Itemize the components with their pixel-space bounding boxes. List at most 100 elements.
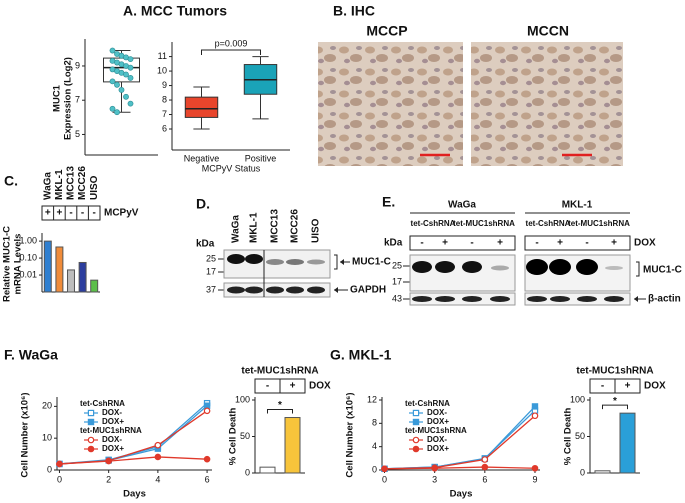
- lane-label: MCC13: [270, 209, 281, 243]
- data-point: [127, 100, 134, 107]
- y-tick-label: 11: [158, 51, 167, 61]
- x-tick-label: 6: [482, 474, 487, 484]
- bar: [90, 279, 99, 293]
- x-tick-label: 0: [57, 474, 62, 484]
- panel-label: E.: [382, 194, 395, 210]
- legend-group: tet-CshRNA: [405, 399, 450, 408]
- sign-row: [254, 378, 306, 394]
- data-point: [531, 412, 539, 420]
- annotation: p=0.009: [215, 38, 248, 48]
- x-tick-label: Positive: [245, 153, 277, 163]
- x-axis-label: MCPyV Status: [202, 163, 261, 173]
- ihc-label: MCCP: [366, 23, 407, 39]
- legend-marker: [412, 409, 420, 417]
- bar: [78, 261, 87, 293]
- panel-title: B. IHC: [333, 3, 375, 19]
- lane-label: MCC26: [290, 209, 301, 243]
- legend-marker: [412, 436, 420, 444]
- ihc-image: [471, 42, 623, 166]
- y-axis-label: MUC1: [52, 84, 63, 112]
- kda-label: kDa: [196, 239, 215, 250]
- y-tick-label: 50: [575, 431, 585, 441]
- row-label: DOX: [644, 381, 666, 392]
- data-point: [127, 75, 134, 81]
- sign: +: [56, 208, 62, 219]
- sign: -: [69, 208, 72, 219]
- blot-e: WaGa MKL-1 tet-CshRNA tet-MUC1shRNA tet-…: [384, 200, 682, 306]
- x-tick-label: 0: [382, 474, 387, 484]
- x-tick-label: 2: [106, 474, 111, 484]
- y-axis-label: Expression (Log2): [63, 57, 74, 140]
- series-line: [384, 410, 536, 470]
- significance-bracket: [267, 409, 293, 414]
- y-tick-label: 7: [162, 109, 167, 119]
- y-tick-label: 50: [240, 431, 250, 441]
- y-tick-label: 0: [47, 464, 52, 474]
- dox-sign: -: [470, 238, 473, 249]
- legend-marker: [87, 418, 95, 426]
- x-axis-label: Days: [123, 489, 146, 500]
- data-point: [154, 453, 162, 461]
- ihc-image: [318, 42, 463, 166]
- y-tick-label: 0.10: [19, 252, 37, 262]
- y-tick-label: 10: [157, 65, 167, 75]
- data-point: [431, 464, 438, 472]
- data-point: [127, 56, 134, 63]
- band-label: MUC1-C: [352, 257, 391, 268]
- dox-sign: -: [420, 238, 423, 249]
- marker-label: 25: [206, 253, 216, 263]
- y-tick-label: 0: [245, 467, 250, 477]
- data-point: [118, 87, 125, 93]
- category-label: MKL-1: [54, 169, 65, 200]
- data-point: [203, 455, 211, 463]
- legend-label: DOX+: [102, 417, 124, 426]
- dox-sign: +: [611, 238, 617, 249]
- y-tick-label: 0.01: [19, 269, 37, 279]
- chart-title: tet-MUC1shRNA: [241, 366, 318, 377]
- y-tick-label: 8: [162, 94, 167, 104]
- sign: -: [93, 208, 96, 219]
- y-tick-label: 1.00: [19, 235, 37, 245]
- x-tick-label: 6: [205, 474, 210, 484]
- data-point: [154, 441, 162, 449]
- category-label: MCC26: [77, 166, 88, 200]
- y-axis-label: Cell Number (x10⁶): [345, 392, 356, 477]
- cell-label: WaGa: [448, 200, 476, 211]
- series-line: [59, 456, 208, 465]
- legend-label: DOX-: [427, 408, 447, 417]
- x-tick-label: 3: [432, 474, 437, 484]
- y-axis-label: Relative MUC1-C: [2, 226, 13, 302]
- band-label: GAPDH: [350, 285, 386, 296]
- y-tick-label: 20: [42, 401, 52, 411]
- data-point: [481, 456, 489, 463]
- bar: [594, 470, 611, 474]
- blot-d: WaGa MKL-1 MCC13 MCC26 UISO kDa 25 17 37…: [196, 209, 391, 298]
- data-point: [531, 464, 539, 472]
- dox-sign: +: [442, 238, 448, 249]
- group-label: tet-CshRNA: [526, 219, 571, 228]
- y-axis-label: % Cell Death: [563, 408, 574, 466]
- data-point: [114, 81, 120, 88]
- legend-marker: [412, 445, 420, 453]
- y-tick-label: 0: [372, 464, 377, 474]
- series-line: [384, 405, 536, 470]
- data-point: [109, 78, 116, 85]
- bar: [284, 417, 301, 474]
- annotation: *: [278, 400, 282, 411]
- legend-marker: [412, 418, 420, 426]
- legend-marker: [87, 445, 95, 453]
- annotation: *: [613, 396, 617, 407]
- data-point: [127, 64, 134, 71]
- cell-label: MKL-1: [562, 200, 593, 211]
- data-point: [203, 407, 211, 415]
- x-tick-label: 4: [155, 474, 160, 484]
- x-tick-label: Negative: [184, 153, 220, 163]
- legend-label: DOX-: [102, 435, 122, 444]
- y-axis-label: Cell Number (x10⁶): [20, 392, 31, 477]
- y-tick-label: 100: [235, 394, 250, 404]
- marker-label: 43: [392, 293, 402, 303]
- series-line: [384, 466, 535, 470]
- sign: -: [81, 208, 84, 219]
- marker-label: 37: [206, 284, 216, 294]
